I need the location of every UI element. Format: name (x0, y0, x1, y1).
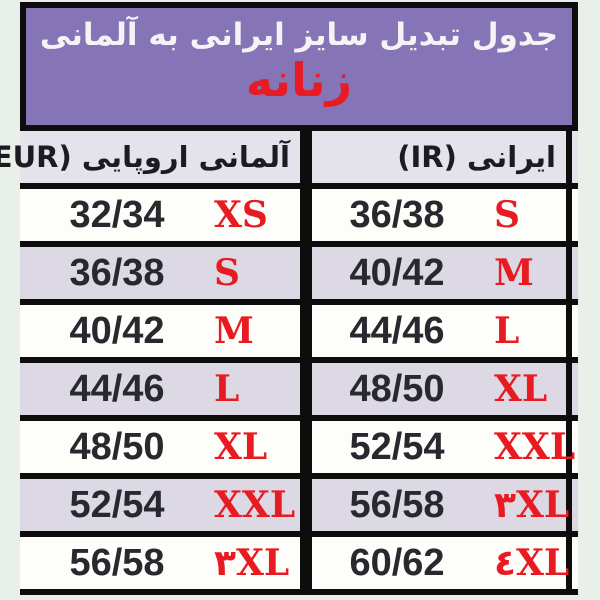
eur-size-value: 32/34 (69, 193, 165, 236)
ir-cell: 60/62 ٤XL (312, 537, 572, 589)
eur-cell: 40/42 M (20, 305, 300, 357)
header-cell-eur: آلمانی اروپایی (EUR) (0, 131, 300, 183)
table-row: 40/42 M 44/46 L (20, 305, 578, 363)
eur-cell: 36/38 S (20, 247, 300, 299)
eur-size-value: 36/38 (69, 251, 165, 294)
ir-size-label: S (494, 194, 520, 236)
column-divider (300, 363, 312, 415)
table-row: 56/58 ۳XL 60/62 ٤XL (20, 537, 578, 595)
ir-size-value: 56/58 (349, 483, 445, 526)
ir-cell: 40/42 M (312, 247, 572, 299)
ir-size-value: 52/54 (349, 425, 445, 468)
table-row: 32/34 XS 36/38 S (20, 189, 578, 247)
ir-size-label: XXL (494, 426, 576, 468)
eur-size-value: 44/46 (69, 367, 165, 410)
size-conversion-table: آلمانی اروپایی (EUR) ایرانی (IR) 32/34 X… (0, 131, 578, 595)
table-row: 48/50 XL 52/54 XXL (20, 421, 578, 479)
eur-cell: 48/50 XL (20, 421, 300, 473)
eur-cell: 52/54 XXL (20, 479, 300, 531)
ir-size-label: XL (494, 368, 548, 410)
ir-size-value: 48/50 (349, 367, 445, 410)
ir-size-label: L (494, 310, 520, 352)
eur-size-label: XL (214, 426, 268, 468)
ir-size-label: M (494, 252, 534, 294)
column-divider (300, 421, 312, 473)
ir-size-value: 44/46 (349, 309, 445, 352)
column-divider (300, 479, 312, 531)
eur-size-value: 52/54 (69, 483, 165, 526)
eur-size-label: L (214, 368, 240, 410)
column-divider (300, 247, 312, 299)
eur-size-label: XS (214, 194, 268, 236)
title-box: جدول تبدیل سایز ایرانی به آلمانی زنانه (20, 2, 578, 131)
column-divider (300, 189, 312, 241)
ir-size-value: 40/42 (349, 251, 445, 294)
column-divider (300, 305, 312, 357)
eur-cell: 56/58 ۳XL (20, 537, 300, 589)
table-row: 44/46 L 48/50 XL (20, 363, 578, 421)
page-title: جدول تبدیل سایز ایرانی به آلمانی (39, 17, 559, 53)
ir-size-label: ٤XL (494, 542, 570, 584)
table-row: 52/54 XXL 56/58 ۳XL (20, 479, 578, 537)
eur-size-label: XXL (214, 484, 296, 526)
eur-cell: 32/34 XS (20, 189, 300, 241)
ir-cell: 44/46 L (312, 305, 572, 357)
page-subtitle: زنانه (245, 53, 353, 107)
ir-size-value: 60/62 (349, 541, 445, 584)
eur-size-label: M (214, 310, 254, 352)
table-header-row: آلمانی اروپایی (EUR) ایرانی (IR) (0, 131, 578, 189)
eur-size-value: 48/50 (69, 425, 165, 468)
eur-cell: 44/46 L (20, 363, 300, 415)
table-row: 36/38 S 40/42 M (20, 247, 578, 305)
header-label-ir: ایرانی (IR) (397, 140, 556, 174)
eur-size-value: 56/58 (69, 541, 165, 584)
ir-cell: 36/38 S (312, 189, 572, 241)
eur-size-label: S (214, 252, 240, 294)
eur-size-label: ۳XL (214, 542, 290, 584)
ir-cell: 56/58 ۳XL (312, 479, 572, 531)
header-label-eur: آلمانی اروپایی (EUR) (0, 140, 290, 174)
ir-cell: 48/50 XL (312, 363, 572, 415)
column-divider (300, 537, 312, 589)
header-cell-ir: ایرانی (IR) (312, 131, 572, 183)
eur-size-value: 40/42 (69, 309, 165, 352)
ir-cell: 52/54 XXL (312, 421, 576, 473)
ir-size-value: 36/38 (349, 193, 445, 236)
ir-size-label: ۳XL (494, 484, 570, 526)
column-divider (300, 131, 312, 183)
